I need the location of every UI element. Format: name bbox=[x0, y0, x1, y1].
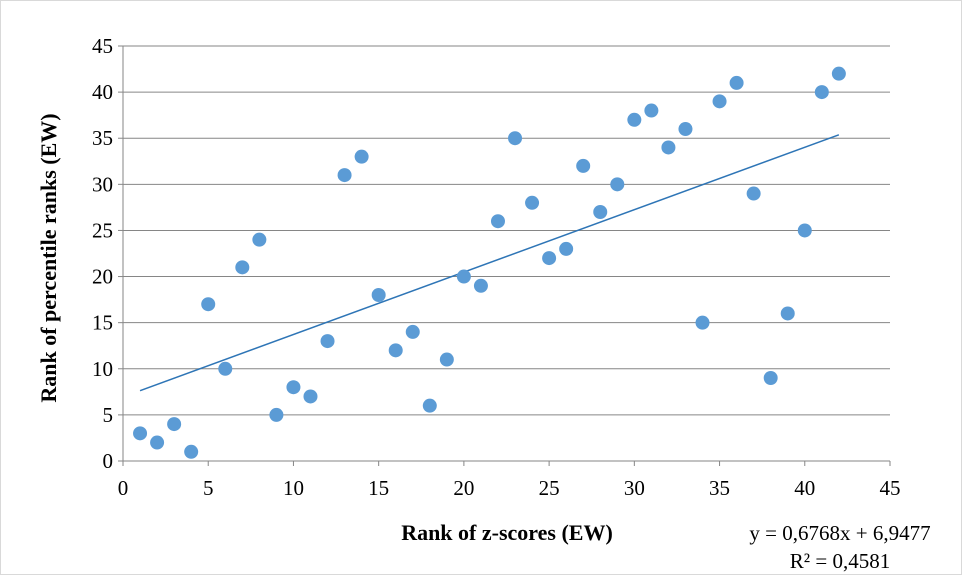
data-point bbox=[337, 168, 352, 183]
data-point bbox=[559, 241, 574, 256]
trendline bbox=[139, 134, 840, 392]
data-point bbox=[235, 260, 250, 275]
axes bbox=[118, 45, 891, 466]
x-tick-label: 40 bbox=[794, 476, 815, 500]
x-tick-label: 30 bbox=[624, 476, 645, 500]
data-point bbox=[218, 361, 233, 376]
y-tick-label: 40 bbox=[92, 80, 113, 104]
data-point bbox=[678, 122, 693, 136]
y-tick-label: 35 bbox=[92, 126, 113, 150]
data-point bbox=[831, 66, 846, 81]
data-point bbox=[303, 389, 318, 404]
data-point bbox=[388, 343, 403, 358]
y-tick-label: 15 bbox=[92, 311, 113, 335]
data-point bbox=[439, 352, 454, 367]
data-point bbox=[286, 380, 301, 395]
x-tick-label: 0 bbox=[118, 476, 129, 500]
x-tick-label: 5 bbox=[203, 476, 214, 500]
data-point bbox=[729, 75, 744, 90]
data-point bbox=[712, 94, 727, 109]
x-tick-label: 45 bbox=[880, 476, 901, 500]
x-tick-label: 20 bbox=[453, 476, 474, 500]
data-point bbox=[422, 398, 437, 413]
data-point bbox=[269, 407, 284, 422]
gridlines bbox=[123, 45, 890, 416]
tick-labels: 0 5 10 15 20 25 30 35 40 45 0 5 10 15 20 25 30 35 40 45 bbox=[92, 34, 901, 500]
y-tick-label: 30 bbox=[92, 172, 113, 196]
data-point bbox=[456, 269, 471, 284]
y-tick-label: 45 bbox=[92, 34, 113, 58]
data-point bbox=[780, 306, 795, 321]
y-tick-label: 10 bbox=[92, 357, 113, 381]
data-point bbox=[746, 186, 761, 201]
data-point bbox=[184, 444, 199, 459]
y-tick-label: 20 bbox=[92, 265, 113, 289]
trendline-r-squared: R² = 0,4581 bbox=[790, 549, 890, 573]
data-point bbox=[542, 251, 557, 266]
y-tick-label: 5 bbox=[103, 403, 114, 427]
y-tick-label: 25 bbox=[92, 218, 113, 242]
x-tick-label: 15 bbox=[368, 476, 389, 500]
data-points bbox=[133, 66, 846, 459]
data-point bbox=[661, 140, 676, 155]
data-point bbox=[593, 205, 608, 219]
y-tick-label: 0 bbox=[103, 449, 114, 473]
data-point bbox=[201, 297, 216, 312]
data-point bbox=[508, 131, 523, 146]
x-axis-title: Rank of z-scores (EW) bbox=[401, 520, 613, 545]
trendline-equation: y = 0,6768x + 6,9477 bbox=[749, 521, 930, 545]
data-point bbox=[576, 158, 591, 173]
trendline-group bbox=[139, 134, 840, 392]
data-point bbox=[405, 324, 420, 339]
data-point bbox=[354, 149, 369, 164]
data-point bbox=[644, 103, 659, 118]
data-point bbox=[133, 426, 148, 441]
data-point bbox=[490, 214, 505, 229]
data-point bbox=[797, 223, 812, 238]
data-point bbox=[320, 334, 335, 349]
y-axis-title: Rank of percentile ranks (EW) bbox=[36, 113, 61, 402]
data-point bbox=[252, 232, 267, 247]
data-point bbox=[150, 435, 165, 450]
x-tick-label: 25 bbox=[539, 476, 560, 500]
x-tick-label: 10 bbox=[283, 476, 304, 500]
data-point bbox=[525, 195, 540, 210]
data-point bbox=[763, 371, 778, 385]
data-point bbox=[627, 112, 642, 127]
data-point bbox=[167, 417, 182, 432]
data-point bbox=[814, 85, 829, 100]
x-tick-label: 35 bbox=[709, 476, 730, 500]
data-point bbox=[610, 177, 625, 192]
data-point bbox=[371, 288, 386, 302]
data-point bbox=[695, 315, 710, 330]
data-point bbox=[473, 278, 488, 293]
